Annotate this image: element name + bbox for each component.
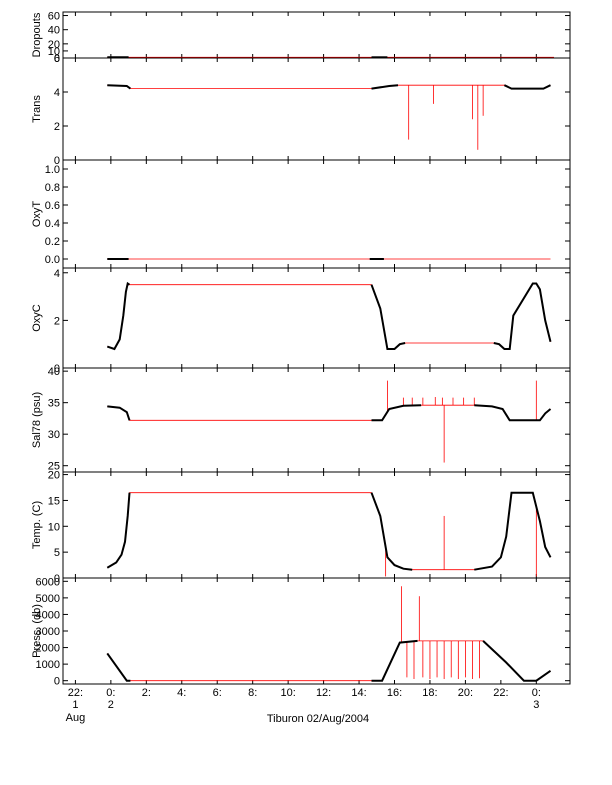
x-tick-label: 16:: [387, 687, 402, 699]
y-tick-label: 35: [48, 398, 60, 410]
y-tick-label: 2: [54, 121, 60, 133]
x-tick-label: 0:: [106, 687, 115, 699]
y-tick-label: 4: [54, 268, 60, 280]
series-data: [493, 282, 552, 350]
panel-frame: [62, 471, 571, 579]
y-tick-label: 6: [54, 53, 60, 65]
y-tick-label: 6000: [36, 576, 60, 588]
panel-frame: [62, 57, 571, 161]
x-tick-date: 1: [72, 699, 78, 711]
panel-oxyc: 0 2 4 OxyC: [31, 267, 571, 375]
y-tick-label: 0.2: [45, 236, 60, 248]
panel-frame: [62, 267, 571, 369]
series-data: [482, 640, 552, 682]
y-tick-label: 0.4: [45, 218, 60, 230]
panel-sal78-psu-: 25 30 35 40 Sal78 (psu): [31, 366, 571, 473]
y-tick-label: 1000: [36, 659, 60, 671]
y-axis-title: Dropouts: [31, 12, 43, 57]
y-tick-label: 0: [54, 676, 60, 688]
y-axis-title: OxyC: [31, 304, 43, 332]
x-tick-label: 22:: [68, 687, 83, 699]
series-trace-red: [107, 492, 551, 571]
x-tick-date: 2: [108, 699, 114, 711]
series-data: [474, 404, 552, 422]
y-tick-label: 10: [48, 46, 60, 58]
panel-frame: [62, 577, 571, 685]
x-tick-label: 2:: [142, 687, 151, 699]
y-tick-label: 0: [54, 53, 60, 65]
series-data: [107, 405, 131, 421]
y-tick-label: 5: [54, 547, 60, 559]
y-tick-label: 0.6: [45, 200, 60, 212]
series-data: [107, 84, 131, 90]
y-tick-label: 30: [48, 429, 60, 441]
y-axis-title: OxyT: [31, 201, 43, 228]
series-data: [370, 284, 406, 350]
series-data: [106, 492, 131, 569]
y-tick-label: 40: [48, 366, 60, 378]
series-data: [371, 84, 399, 90]
y-tick-label: 0: [54, 363, 60, 375]
y-axis-title: Sal78 (psu): [31, 392, 43, 448]
y-tick-label: 2000: [36, 643, 60, 655]
y-tick-label: 5000: [36, 593, 60, 605]
y-tick-label: 0: [54, 155, 60, 167]
y-tick-label: 1.0: [45, 164, 60, 176]
y-tick-label: 10: [48, 521, 60, 533]
panel-frame: [62, 159, 571, 269]
y-tick-label: 60: [48, 11, 60, 23]
series-data: [370, 492, 413, 571]
series-trace-red: [107, 404, 551, 421]
series-data: [371, 404, 422, 422]
panels: 010204060Dropouts0246Trans0.00.20.40.60.…: [31, 11, 571, 688]
y-tick-label: 0.0: [45, 254, 60, 266]
y-tick-label: 4000: [36, 609, 60, 621]
y-tick-label: 25: [48, 461, 60, 473]
y-tick-label: 40: [48, 25, 60, 37]
x-tick-month: Aug: [66, 712, 86, 724]
series-data: [474, 491, 552, 571]
x-tick-label: 8:: [248, 687, 257, 699]
x-tick-label: 0:: [532, 687, 541, 699]
x-axis-title: Tiburon 02/Aug/2004: [267, 713, 369, 725]
x-tick-label: 18:: [422, 687, 437, 699]
panel-temp-c-: 0 5 10 15 20 Temp. (C): [31, 470, 571, 585]
panel-trans: 0 2 4 6 Trans: [31, 53, 571, 167]
y-tick-label: 4: [54, 87, 60, 99]
x-tick-label: 12:: [316, 687, 331, 699]
x-tick-label: 22:: [493, 687, 508, 699]
series-data: [106, 652, 131, 682]
y-tick-label: 20: [48, 39, 60, 51]
y-tick-label: 2: [54, 315, 60, 327]
panel-frame: [62, 11, 571, 59]
series-data: [503, 84, 551, 90]
x-tick-label: 6:: [213, 687, 222, 699]
y-tick-label: 0: [54, 573, 60, 585]
x-tick-date: 3: [533, 699, 539, 711]
panel-oxyt: 0.0 0.2 0.4 0.6 0.8 1.0 OxyT: [31, 159, 571, 269]
x-tick-label: 14:: [351, 687, 366, 699]
y-axis-title: Trans: [31, 95, 43, 123]
series-trace-red: [107, 84, 551, 89]
y-axis-title: Temp. (C): [31, 501, 43, 549]
x-tick-label: 10:: [280, 687, 295, 699]
y-tick-label: 20: [48, 470, 60, 482]
x-tick-label: 20:: [458, 687, 473, 699]
series-data: [106, 281, 131, 351]
y-axis-title: Press. (db): [31, 604, 43, 658]
y-tick-label: 3000: [36, 626, 60, 638]
y-tick-label: 15: [48, 495, 60, 507]
series-data: [371, 639, 418, 682]
series-trace-red: [106, 640, 551, 682]
x-tick-label: 4:: [177, 687, 186, 699]
panel-press-db-: 0 1000 2000 3000 4000 5000 6000 Press. (db): [31, 576, 571, 688]
y-tick-label: 0.8: [45, 182, 60, 194]
series-trace-red: [107, 282, 551, 350]
